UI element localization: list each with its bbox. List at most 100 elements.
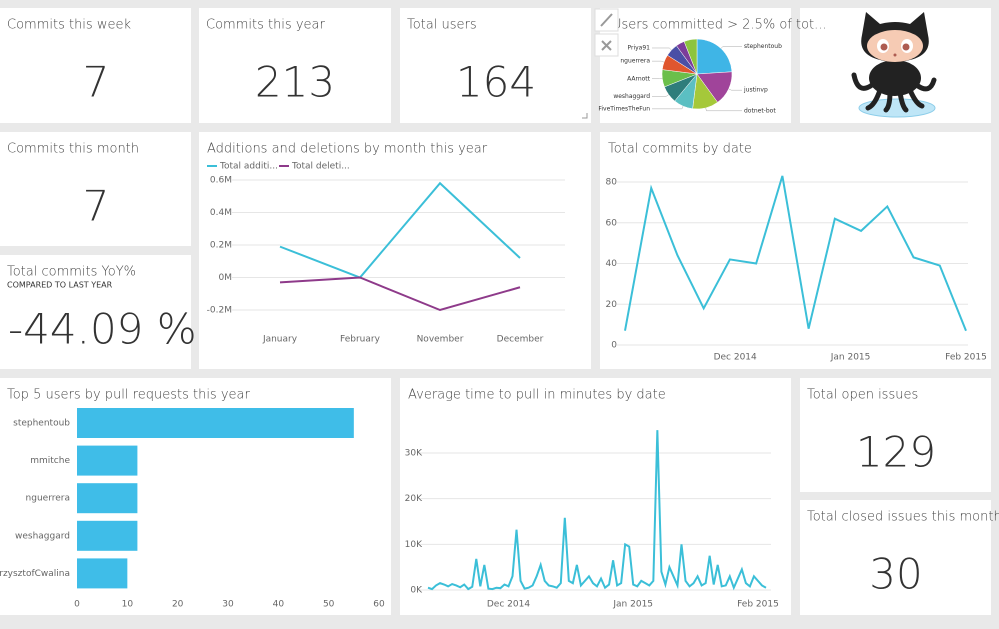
- pie-label: FiveTimesTheFun: [598, 105, 650, 112]
- x-tick-label: February: [340, 335, 381, 345]
- y-tick-label: 20K: [405, 494, 423, 504]
- card-title: Commits this year: [206, 18, 325, 33]
- close-icon: [601, 40, 612, 51]
- pie-leader: [652, 106, 684, 110]
- bar: [77, 408, 354, 438]
- pie-slice: [683, 38, 698, 75]
- pin-icon: [600, 13, 613, 27]
- y-tick-label: weshaggard: [15, 531, 70, 541]
- x-tick-label: Jan 2015: [830, 353, 871, 363]
- x-tick-label: Jan 2015: [612, 600, 653, 610]
- y-tick-label: -0.2M: [207, 306, 232, 316]
- card-value: 213: [255, 58, 335, 107]
- y-tick-label: 30K: [405, 449, 423, 459]
- pie-leader: [720, 46, 742, 49]
- pie-leader: [705, 107, 742, 112]
- y-tick-label: mmitche: [30, 456, 70, 466]
- card-subtitle: COMPARED TO LAST YEAR: [7, 281, 113, 290]
- chart-title: Top 5 users by pull requests this year: [7, 388, 250, 403]
- line: [427, 430, 767, 591]
- y-tick-label: 0K: [410, 586, 423, 596]
- y-tick-label: 0.4M: [210, 208, 232, 218]
- legend-label: Total deleti...: [291, 162, 350, 172]
- pie-label: weshaggard: [613, 93, 650, 100]
- x-tick-label: January: [262, 335, 298, 345]
- chart-title: Total commits by date: [608, 142, 752, 157]
- x-tick-label: 10: [122, 600, 134, 610]
- line: [279, 276, 521, 312]
- pie-label: nguerrera: [620, 58, 650, 65]
- x-tick-label: 30: [222, 600, 234, 610]
- tile: [0, 8, 191, 123]
- x-tick-label: 40: [273, 600, 285, 610]
- tiles: [0, 8, 991, 615]
- pie-label: AArnott: [627, 75, 651, 82]
- card-title: Total closed issues this month: [807, 510, 999, 525]
- y-tick-label: 60: [606, 218, 618, 228]
- y-tick-label: nguerrera: [26, 494, 70, 504]
- tile-icons: [594, 8, 619, 57]
- line: [279, 181, 521, 279]
- card-value: 30: [869, 550, 922, 599]
- card-title: Commits this month: [7, 142, 139, 157]
- legend-label: Total additi...: [219, 162, 278, 172]
- pie-leader: [652, 47, 672, 51]
- x-tick-label: 20: [172, 600, 184, 610]
- card-value: 164: [456, 58, 536, 107]
- chart-title: Average time to pull in minutes by date: [408, 388, 666, 403]
- chart-title: Users committed > 2.5% of tot...: [612, 18, 827, 33]
- resize-handle: [582, 113, 588, 119]
- card-value: 7: [83, 58, 110, 107]
- pie-leader: [652, 60, 665, 63]
- card-value: -44.09 %: [8, 305, 197, 354]
- pie-slice: [696, 38, 733, 75]
- pie-label: stephentoub: [744, 43, 782, 50]
- pie-label: justinvp: [743, 87, 768, 94]
- pie-label: Priya91: [627, 44, 650, 51]
- tile: [800, 500, 991, 615]
- y-tick-label: 10K: [405, 540, 423, 550]
- y-tick-label: 80: [606, 178, 618, 188]
- y-tick-label: 0.6M: [210, 176, 232, 186]
- card-title: Total open issues: [807, 388, 918, 403]
- card-value: 7: [83, 182, 110, 231]
- tile: [199, 132, 591, 369]
- y-tick-label: KrzysztofCwalina: [0, 569, 70, 579]
- y-tick-label: 40: [606, 259, 618, 269]
- x-tick-label: Feb 2015: [945, 353, 987, 363]
- bar: [77, 520, 138, 551]
- x-tick-label: November: [417, 335, 464, 345]
- tile: [400, 8, 591, 123]
- y-tick-label: 0.2M: [210, 241, 232, 251]
- card-title: Commits this week: [7, 18, 131, 33]
- x-tick-label: 0: [74, 600, 80, 610]
- tile: [400, 378, 791, 615]
- y-tick-label: 0M: [219, 273, 233, 283]
- card-title: Total commits YoY%: [7, 265, 136, 280]
- x-tick-label: 50: [323, 600, 335, 610]
- card-value: 129: [856, 428, 936, 477]
- tile: [199, 8, 391, 123]
- x-tick-label: Dec 2014: [487, 600, 530, 610]
- x-tick-label: December: [497, 335, 544, 345]
- tile: [0, 132, 191, 246]
- x-tick-label: 60: [373, 600, 385, 610]
- octocat: [851, 12, 937, 118]
- pie-label: dotnet-bot: [744, 107, 776, 114]
- chart-title: Additions and deletions by month this ye…: [207, 142, 488, 157]
- tile: [800, 378, 991, 492]
- pie-leader: [652, 94, 669, 97]
- y-tick-label: 0: [611, 341, 617, 351]
- pie-leader: [728, 88, 742, 91]
- bar: [77, 445, 138, 476]
- bar: [77, 558, 128, 589]
- x-tick-label: Feb 2015: [737, 600, 779, 610]
- y-tick-label: stephentoub: [13, 419, 70, 429]
- y-tick-label: 20: [606, 300, 618, 310]
- tile: [0, 255, 191, 369]
- bar: [77, 483, 138, 514]
- line: [624, 175, 967, 332]
- card-title: Total users: [407, 18, 477, 33]
- x-tick-label: Dec 2014: [714, 353, 757, 363]
